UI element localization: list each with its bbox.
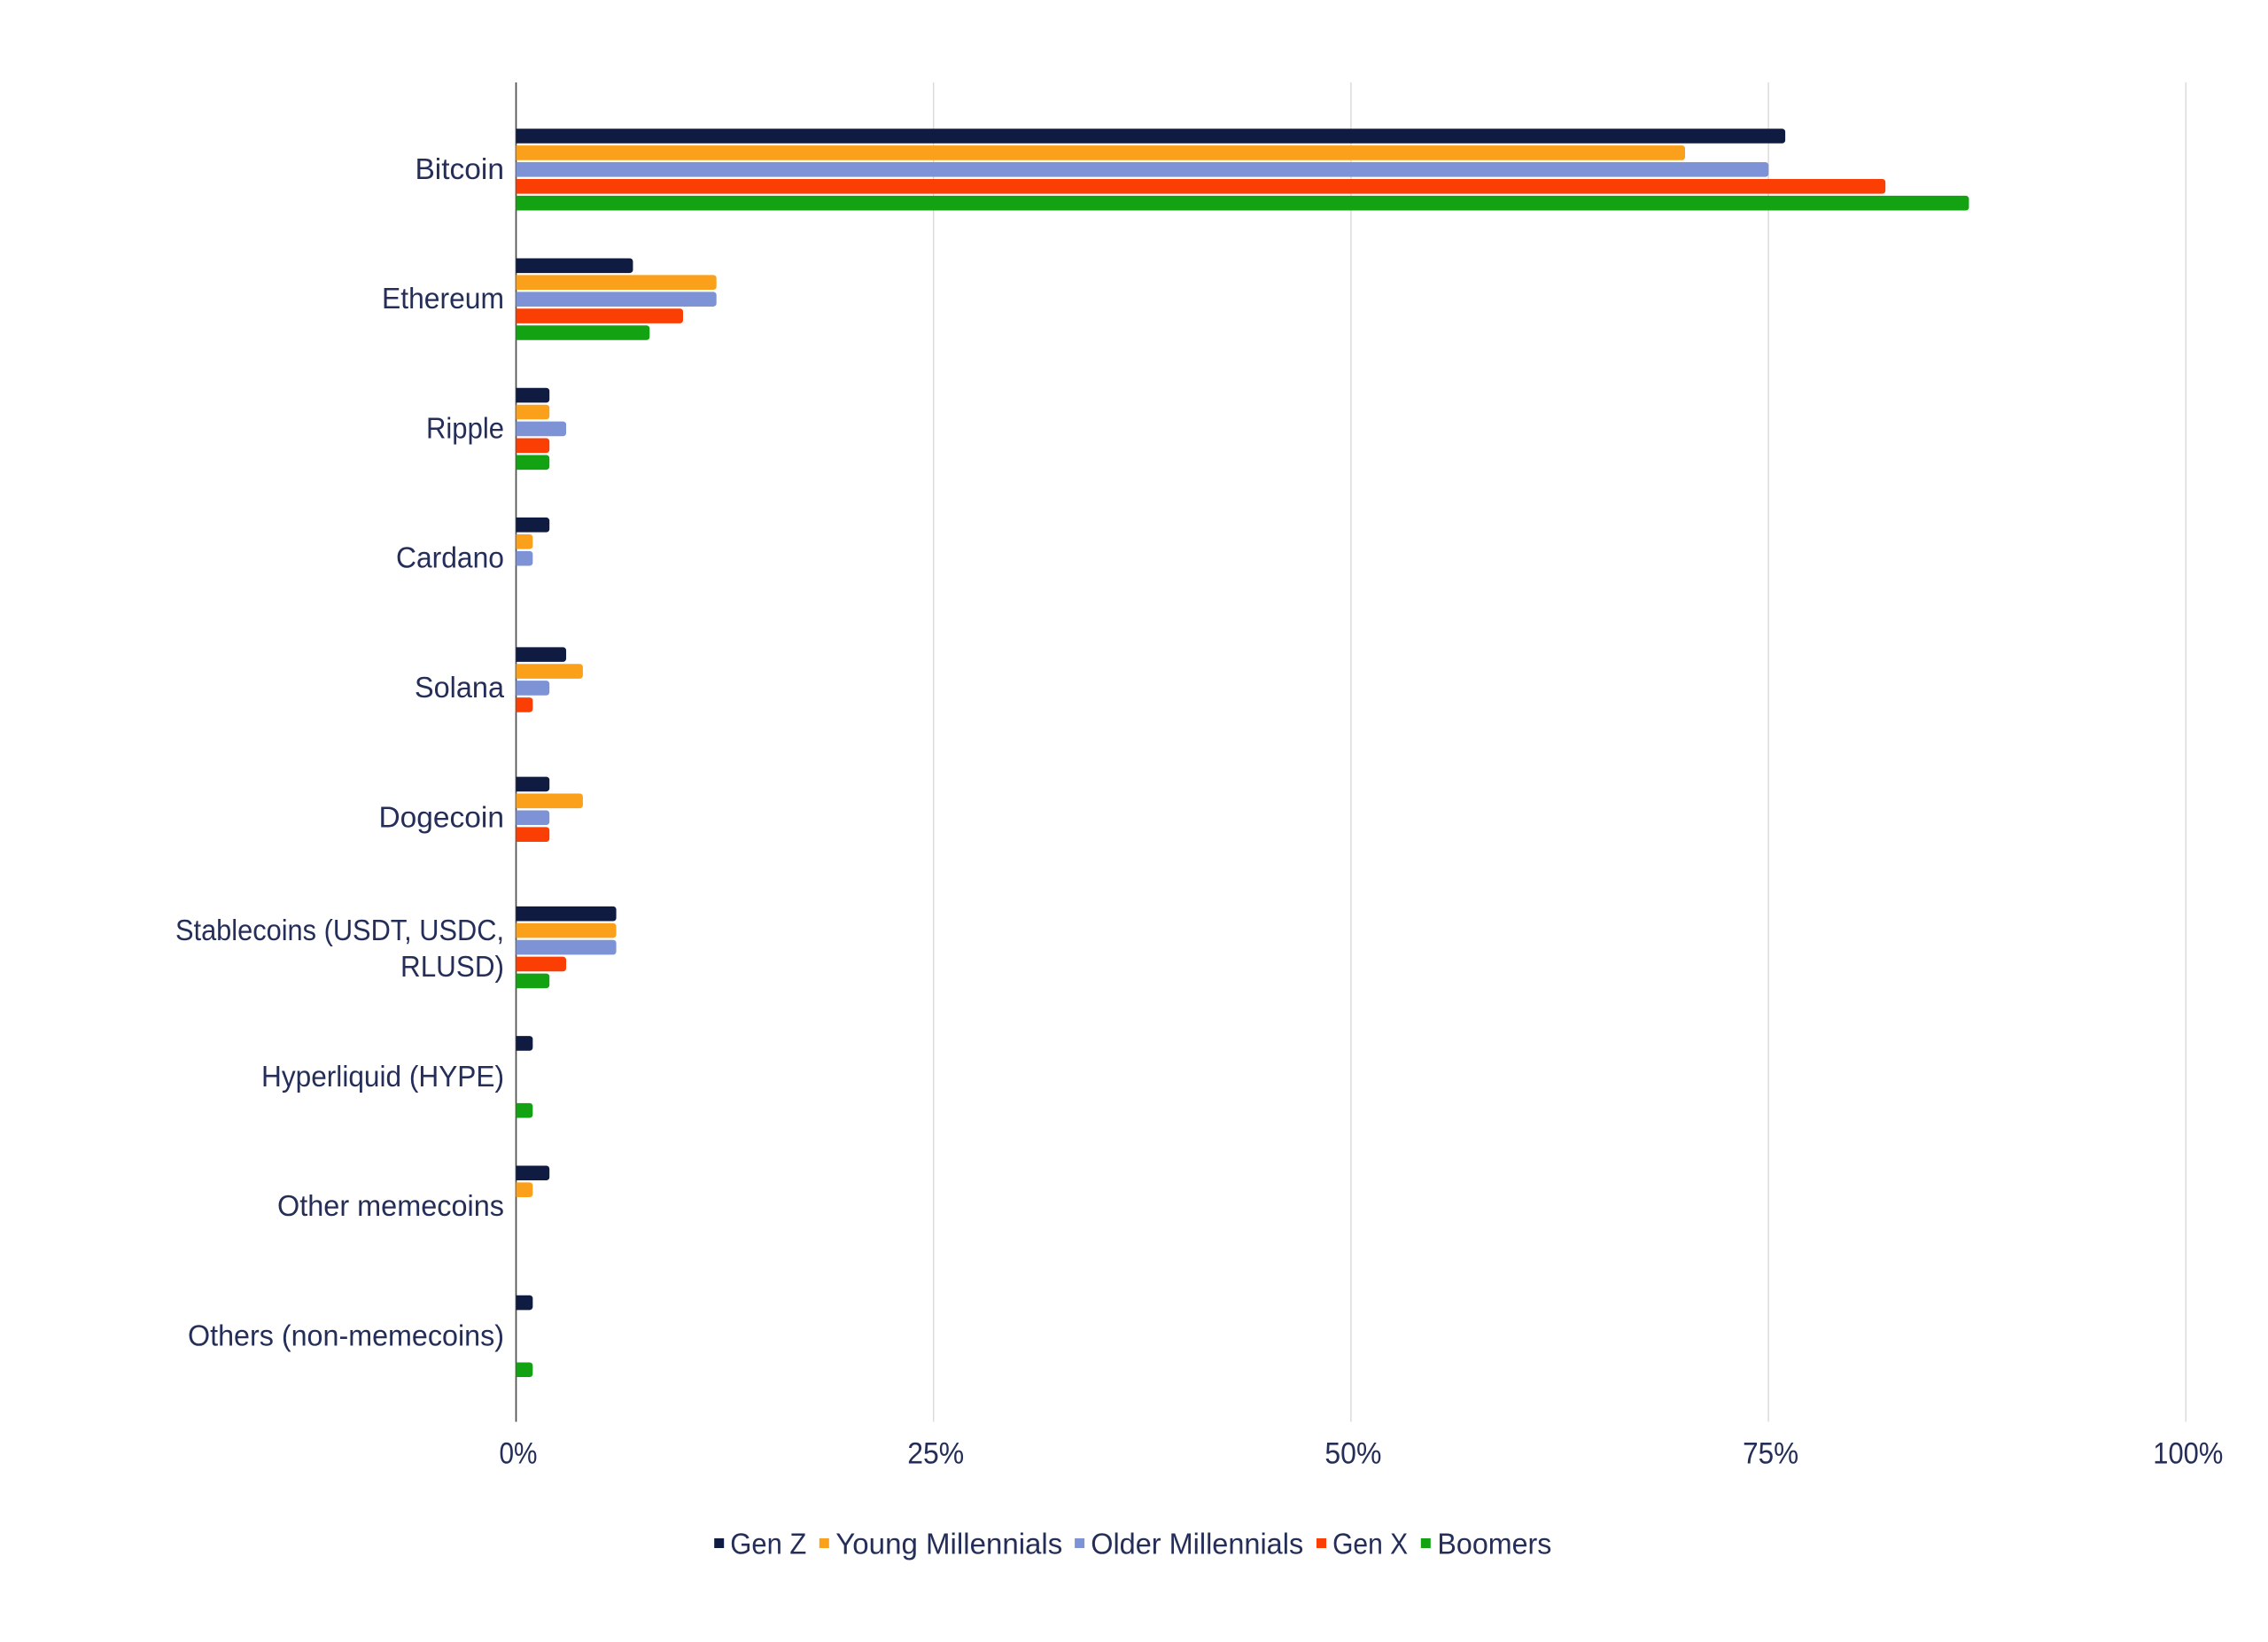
svg-text:75%: 75% [1743, 1437, 1798, 1471]
svg-text:0%: 0% [500, 1437, 538, 1471]
svg-text:Older Millennials: Older Millennials [1091, 1527, 1303, 1560]
svg-text:100%: 100% [2153, 1437, 2223, 1471]
svg-text:Gen Z: Gen Z [730, 1527, 806, 1560]
svg-text:50%: 50% [1324, 1437, 1381, 1471]
svg-text:Dogecoin: Dogecoin [378, 801, 504, 834]
svg-text:Cardano: Cardano [396, 542, 504, 575]
svg-text:RLUSD): RLUSD) [400, 951, 504, 984]
svg-text:Ripple: Ripple [426, 412, 504, 445]
svg-text:Solana: Solana [415, 672, 504, 704]
svg-text:Hyperliquid (HYPE): Hyperliquid (HYPE) [261, 1061, 504, 1093]
svg-text:Others (non-memecoins): Others (non-memecoins) [188, 1319, 504, 1352]
svg-text:Young Millennials: Young Millennials [835, 1527, 1062, 1560]
svg-text:Gen X: Gen X [1332, 1527, 1408, 1560]
svg-text:25%: 25% [907, 1437, 964, 1471]
svg-text:Stablecoins (USDT, USDC,: Stablecoins (USDT, USDC, [175, 914, 504, 947]
svg-text:Ethereum: Ethereum [382, 283, 504, 315]
svg-text:Bitcoin: Bitcoin [415, 153, 504, 186]
svg-text:Boomers: Boomers [1437, 1527, 1551, 1560]
svg-text:Other memecoins: Other memecoins [277, 1190, 504, 1223]
